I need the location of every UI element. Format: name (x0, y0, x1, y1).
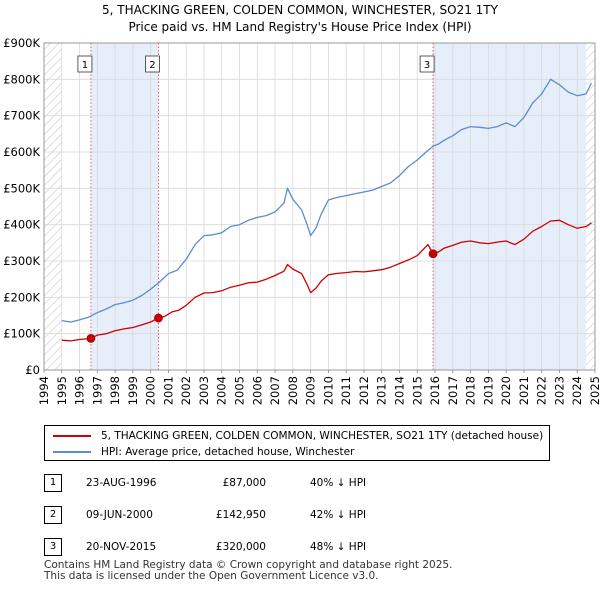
x-tick-label: 2000 (144, 376, 158, 405)
sale-point (428, 249, 438, 259)
x-tick-label: 2011 (339, 376, 353, 405)
sale-price: £142,950 (215, 509, 266, 521)
sale-date: 09-JUN-2000 (86, 509, 153, 521)
chart-title-line: 5, THACKING GREEN, COLDEN COMMON, WINCHE… (102, 3, 498, 17)
y-tick-label: £300K (3, 254, 40, 268)
footer-line-2: This data is licensed under the Open Gov… (44, 570, 379, 582)
x-tick-label: 2013 (375, 376, 389, 405)
x-tick-label: 2022 (535, 376, 549, 405)
x-tick-label: 2021 (517, 376, 531, 405)
x-tick-label: 2012 (357, 376, 371, 405)
footer-attribution: Contains HM Land Registry data © Crown c… (44, 560, 452, 582)
x-tick-label: 1997 (90, 376, 104, 405)
shaded-span (90, 43, 159, 370)
x-tick-label: 2002 (179, 376, 193, 405)
y-tick-label: £700K (3, 109, 40, 123)
sale-point (154, 313, 163, 323)
sale-point (86, 333, 96, 343)
x-tick-label: 2017 (446, 376, 460, 405)
x-tick-label: 1999 (126, 376, 140, 405)
chart-subtitle: Price paid vs. HM Land Registry's House … (128, 20, 472, 34)
sale-marker: 3 (44, 538, 62, 556)
plot-frame (43, 42, 596, 371)
x-tick-label: 2018 (464, 376, 478, 405)
x-tick-label: 2001 (161, 376, 175, 405)
legend-swatch-property (53, 435, 91, 437)
sale-row: 3 20-NOV-2015 £320,000 48% ↓ HPI (44, 538, 444, 556)
x-tick-label: 2003 (197, 376, 211, 405)
hatched-region (586, 43, 595, 370)
y-tick-label: £400K (3, 218, 40, 232)
sale-marker: 2 (44, 506, 62, 524)
x-tick-label: 2010 (321, 376, 335, 405)
sale-date: 20-NOV-2015 (86, 541, 157, 553)
legend-item-hpi: HPI: Average price, detached house, Winc… (53, 444, 354, 460)
sale-row: 2 09-JUN-2000 £142,950 42% ↓ HPI (44, 506, 444, 524)
sale-label-box (145, 55, 160, 73)
x-tick-label: 2019 (481, 376, 495, 405)
x-tick-label: 1996 (73, 376, 87, 405)
shaded-span (433, 43, 587, 370)
y-tick-label: £500K (3, 181, 40, 195)
x-tick-label: 2025 (588, 376, 600, 405)
x-tick-label: 2015 (410, 376, 424, 405)
x-tick-label: 2004 (215, 376, 229, 405)
sale-date: 23-AUG-1996 (86, 477, 157, 489)
footer-line-1: Contains HM Land Registry data © Crown c… (44, 559, 453, 571)
y-tick-label: £200K (3, 290, 40, 304)
sale-hpi-diff: 48% ↓ HPI (310, 541, 367, 553)
y-tick-label: £0 (25, 363, 40, 377)
x-tick-label: 2009 (304, 376, 318, 405)
legend-label-hpi: HPI: Average price, detached house, Winc… (101, 446, 355, 458)
x-tick-label: 2016 (428, 376, 442, 405)
x-tick-label: 2007 (268, 376, 282, 405)
sale-label-number: 3 (424, 60, 430, 71)
x-tick-label: 2023 (552, 376, 566, 405)
y-tick-label: £900K (3, 36, 40, 50)
hpi-line (61, 78, 592, 323)
sale-hpi-diff: 42% ↓ HPI (310, 509, 367, 521)
x-tick-label: 2005 (233, 376, 247, 405)
sale-row: 1 23-AUG-1996 £87,000 40% ↓ HPI (44, 474, 444, 492)
sale-marker: 1 (44, 474, 62, 492)
x-tick-label: 2014 (392, 376, 406, 405)
sale-price: £87,000 (222, 477, 266, 489)
legend-swatch-hpi (53, 451, 91, 453)
legend-label-property: 5, THACKING GREEN, COLDEN COMMON, WINCHE… (101, 430, 544, 442)
hatched-region (44, 43, 62, 370)
x-tick-label: 1998 (108, 376, 122, 405)
x-tick-label: 1995 (55, 376, 69, 405)
sale-price: £320,000 (215, 541, 266, 553)
sale-hpi-diff: 40% ↓ HPI (310, 477, 367, 489)
legend-item-property: 5, THACKING GREEN, COLDEN COMMON, WINCHE… (53, 428, 543, 444)
chart-title: 5, THACKING GREEN, COLDEN COMMON, WINCHE… (0, 2, 600, 36)
sale-label-number: 1 (82, 60, 88, 71)
sale-label-box (419, 55, 435, 73)
x-tick-label: 2020 (499, 376, 513, 405)
y-tick-label: £600K (3, 145, 40, 159)
y-tick-label: £100K (3, 327, 40, 341)
sale-label-box (77, 55, 93, 73)
x-tick-label: 2006 (250, 376, 264, 405)
y-tick-label: £800K (3, 72, 40, 86)
x-tick-label: 1994 (37, 376, 51, 405)
x-tick-label: 2008 (286, 376, 300, 405)
x-tick-label: 2024 (570, 376, 584, 405)
sale-label-number: 2 (149, 60, 155, 71)
price-chart: 1 2 3 £0 £100K £200K £300K £400K £500K £600K £700… (3, 36, 600, 405)
legend: 5, THACKING GREEN, COLDEN COMMON, WINCHE… (44, 425, 550, 461)
